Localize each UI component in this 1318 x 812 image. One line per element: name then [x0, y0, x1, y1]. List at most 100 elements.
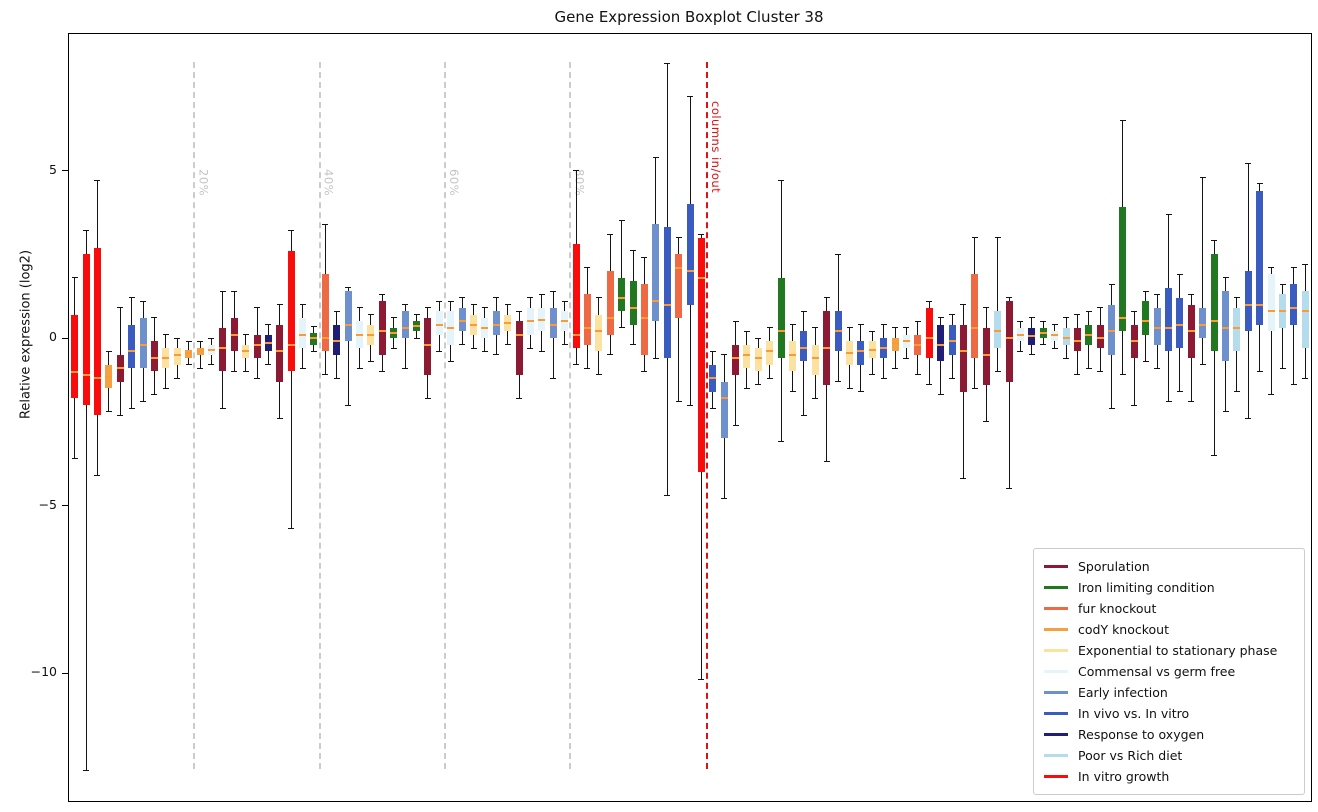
whisker-cap-bottom	[345, 404, 352, 406]
whisker-cap-bottom	[174, 377, 181, 379]
legend-label: codY knockout	[1078, 622, 1170, 637]
reference-line	[706, 62, 709, 769]
median-line	[1244, 303, 1252, 306]
median-line	[880, 347, 888, 350]
whisker-cap-bottom	[743, 387, 750, 389]
whisker-cap-top	[140, 300, 147, 302]
median-line	[492, 323, 500, 326]
boxplot-box	[1165, 287, 1173, 352]
whisker-cap-top	[709, 350, 716, 352]
y-tick-mark	[62, 505, 68, 506]
whisker-cap-top	[1154, 293, 1161, 295]
boxplot-box	[321, 274, 329, 352]
boxplot-box	[93, 247, 101, 416]
median-line	[595, 330, 603, 333]
boxplot-box	[925, 307, 933, 359]
boxplot-box	[150, 341, 158, 372]
median-line	[777, 330, 785, 333]
median-line	[789, 353, 797, 356]
median-line	[1267, 310, 1275, 313]
whisker-cap-bottom	[1165, 401, 1172, 403]
whisker-cap-top	[1119, 119, 1126, 121]
median-line	[264, 342, 272, 345]
median-line	[435, 323, 443, 326]
boxplot-box	[595, 314, 603, 352]
whisker-cap-bottom	[1154, 367, 1161, 369]
median-line	[1119, 316, 1127, 319]
whisker-cap-bottom	[778, 441, 785, 443]
whisker-cap-top	[219, 290, 226, 292]
whisker-cap-bottom	[1211, 454, 1218, 456]
whisker-cap-top	[561, 300, 568, 302]
median-line	[173, 353, 181, 356]
whisker-cap-top	[162, 334, 169, 336]
whisker-cap-top	[185, 340, 192, 342]
whisker-cap-top	[937, 317, 944, 319]
boxplot-box	[583, 294, 591, 345]
whisker-cap-bottom	[664, 494, 671, 496]
whisker-cap-bottom	[128, 407, 135, 409]
whisker-cap-top	[424, 307, 431, 309]
whisker-cap-bottom	[1108, 407, 1115, 409]
boxplot-box	[71, 314, 79, 399]
whisker-cap-bottom	[1006, 488, 1013, 490]
whisker-cap-bottom	[436, 350, 443, 352]
whisker-cap-top	[675, 237, 682, 238]
median-line	[470, 323, 477, 326]
whisker-cap-bottom	[1074, 374, 1081, 376]
whisker-cap-top	[1233, 297, 1240, 299]
whisker-cap-bottom	[265, 364, 272, 366]
whisker-cap-bottom	[652, 357, 659, 359]
whisker-cap-top	[1290, 267, 1297, 269]
whisker-cap-bottom	[1176, 391, 1183, 393]
whisker-cap-top	[470, 304, 477, 305]
median-line	[823, 347, 831, 350]
median-line	[561, 320, 569, 323]
whisker-cap-bottom	[470, 347, 477, 349]
legend-color-swatch	[1044, 607, 1068, 610]
whisker-cap-top	[595, 297, 602, 299]
whisker-line	[199, 341, 201, 369]
whisker-cap-top	[743, 330, 750, 332]
median-line	[185, 352, 193, 355]
whisker-cap-bottom	[618, 327, 625, 329]
whisker-cap-bottom	[197, 367, 204, 369]
whisker-cap-bottom	[356, 367, 363, 369]
boxplot-box	[652, 224, 660, 322]
whisker-cap-top	[1028, 317, 1035, 319]
whisker-cap-top	[607, 233, 614, 235]
whisker-cap-top	[664, 62, 671, 64]
whisker-cap-top	[527, 297, 534, 299]
median-line	[504, 321, 512, 324]
median-line	[299, 333, 307, 336]
legend-entry: Sporulation	[1044, 556, 1294, 577]
whisker-line	[1293, 267, 1295, 385]
whisker-cap-top	[755, 337, 762, 339]
median-line	[937, 343, 945, 346]
whisker-cap-bottom	[595, 374, 602, 376]
whisker-cap-top	[1051, 324, 1058, 326]
median-line	[230, 333, 238, 336]
whisker-cap-top	[903, 327, 910, 329]
whisker-cap-top	[1176, 273, 1183, 275]
median-line	[754, 357, 762, 360]
whisker-cap-bottom	[390, 347, 397, 349]
boxplot-box	[333, 324, 341, 355]
boxplot-box	[435, 311, 443, 335]
median-line	[150, 357, 158, 360]
median-line	[82, 373, 90, 376]
whisker-cap-bottom	[687, 404, 693, 406]
median-line	[378, 330, 386, 333]
boxplot-box	[1290, 284, 1298, 325]
legend-label: fur knockout	[1078, 601, 1157, 616]
boxplot-box	[1073, 327, 1081, 352]
boxplot-box	[276, 324, 284, 382]
boxplot-box	[789, 341, 797, 372]
legend-color-swatch	[1044, 628, 1068, 631]
whisker-cap-bottom	[151, 394, 158, 396]
whisker-line	[962, 304, 964, 479]
y-tick-label: 0	[49, 329, 57, 344]
whisker-cap-top	[1063, 317, 1070, 319]
boxplot-box	[971, 274, 979, 359]
whisker-cap-top	[208, 337, 215, 339]
